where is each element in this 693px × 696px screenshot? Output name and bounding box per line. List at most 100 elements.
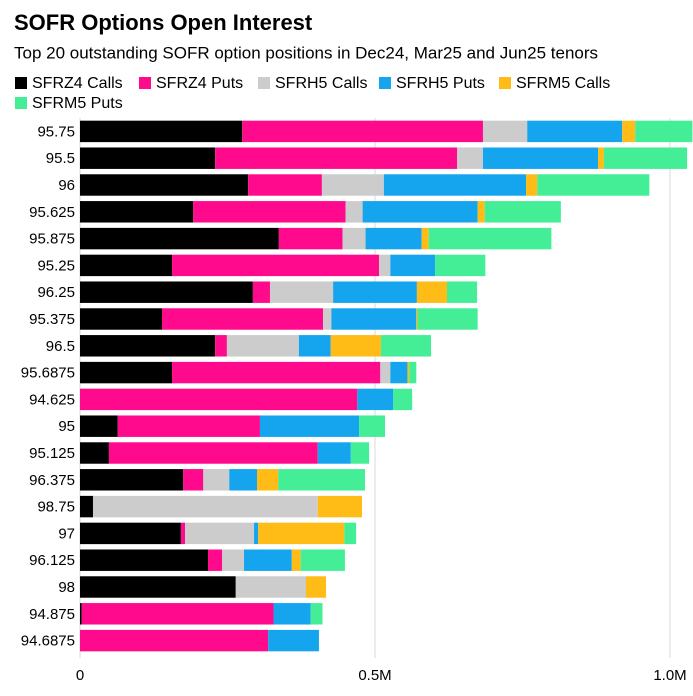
bar-segment [291, 549, 301, 571]
bar-segment [273, 603, 311, 625]
bar-segment [81, 603, 274, 625]
bar-segment [108, 442, 318, 464]
bar-segment [407, 361, 410, 384]
bar-segment [390, 361, 408, 384]
bar-segment [80, 469, 184, 491]
chart-title: SOFR Options Open Interest [14, 10, 313, 35]
legend-swatch [258, 77, 270, 89]
bar-segment [409, 361, 417, 384]
legend-swatch [379, 77, 391, 89]
bar-segment [416, 281, 447, 303]
x-tick-label: 0.5M [358, 667, 391, 684]
bar-segment [229, 469, 257, 491]
bar-segment [331, 308, 417, 330]
bar-segment [183, 469, 204, 491]
y-tick-label: 95.875 [29, 231, 75, 248]
y-tick-label: 96.375 [29, 472, 75, 489]
bar-segment [80, 120, 243, 143]
bar-segment [310, 603, 323, 625]
bar-segment [477, 201, 485, 223]
bar-segment [537, 174, 650, 196]
bar-segment [80, 388, 358, 411]
bar-segment [268, 629, 319, 652]
bar-segment [222, 549, 245, 571]
y-tick-label: 95.625 [29, 204, 75, 221]
bar-segment [80, 254, 173, 277]
bar-segment [254, 522, 259, 545]
bar-segment [380, 335, 432, 357]
bar-segment [484, 201, 561, 223]
bar-segment [244, 549, 292, 571]
bar-segment [446, 281, 478, 303]
legend-swatch [15, 77, 27, 89]
y-tick-label: 96.125 [29, 552, 75, 569]
y-tick-label: 95.6875 [21, 365, 75, 382]
bar-segment [379, 254, 391, 277]
bar-segment [80, 549, 209, 571]
bar-segment [482, 120, 528, 143]
bar-segment [300, 549, 345, 571]
bar-segment [390, 254, 436, 277]
y-tick-label: 95.375 [29, 311, 75, 328]
bar-segment [317, 495, 363, 518]
bar-segment [248, 174, 322, 196]
bar-segment [417, 308, 478, 330]
legend-label: SFRZ4 Puts [156, 75, 243, 92]
bar-segment [383, 174, 527, 196]
bar-segment [622, 120, 636, 143]
bar-segment [342, 227, 366, 250]
bar-segment [215, 335, 227, 357]
legend-label: SFRM5 Puts [32, 95, 123, 112]
legend-swatch [139, 77, 151, 89]
y-tick-label: 94.875 [29, 606, 75, 623]
y-tick-label: 95.75 [37, 123, 75, 140]
bar-segment [180, 522, 186, 545]
bar-segment [362, 201, 478, 223]
bar-segment [359, 415, 386, 437]
bar-segment [215, 147, 458, 169]
y-tick-label: 96.25 [37, 284, 75, 301]
bar-segment [457, 147, 483, 169]
bar-segment [278, 469, 365, 491]
bar-segment [80, 576, 236, 598]
y-tick-label: 96 [58, 177, 75, 194]
legend-label: SFRM5 Calls [516, 75, 610, 92]
bar-segment [80, 629, 269, 652]
y-tick-label: 95.5 [46, 150, 75, 167]
bar-segment [80, 495, 93, 518]
bar-segment [80, 361, 173, 384]
bar-segment [252, 281, 270, 303]
y-tick-label: 98.75 [37, 499, 75, 516]
legend-label: SFRZ4 Calls [32, 75, 123, 92]
bar-segment [162, 308, 324, 330]
bar-segment [330, 335, 381, 357]
y-tick-label: 95.125 [29, 445, 75, 462]
chart-subtitle: Top 20 outstanding SOFR option positions… [14, 43, 598, 62]
bar-segment [365, 227, 422, 250]
bar-segment [193, 201, 346, 223]
bar-segment [357, 388, 394, 411]
x-tick-label: 0 [76, 667, 84, 684]
bar-segment [380, 361, 391, 384]
bar-segment [421, 227, 429, 250]
bar-segment [269, 281, 334, 303]
y-tick-label: 98 [58, 579, 75, 596]
bar-segment [305, 576, 327, 598]
y-tick-label: 97 [58, 525, 75, 542]
bar-segment [321, 174, 384, 196]
bar-segment [333, 281, 417, 303]
bar-segment [80, 308, 163, 330]
bar-segment [323, 308, 332, 330]
legend-swatch [15, 97, 27, 109]
bar-segment [117, 415, 260, 437]
legend-label: SFRH5 Puts [396, 75, 485, 92]
bar-segment [298, 335, 331, 357]
bar-segment [259, 415, 360, 437]
bar-segment [317, 442, 351, 464]
y-tick-label: 96.5 [46, 338, 75, 355]
y-tick-label: 95 [58, 418, 75, 435]
bar-segment [278, 227, 343, 250]
bar-segment [80, 281, 253, 303]
bar-segment [208, 549, 223, 571]
